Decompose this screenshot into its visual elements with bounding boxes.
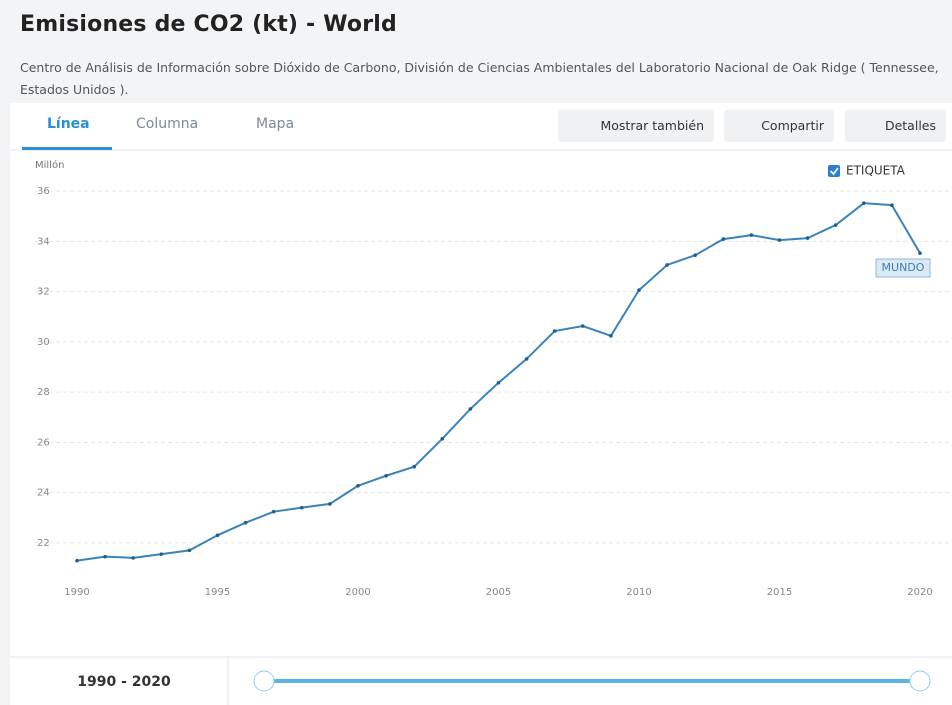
- slider-handle[interactable]: [909, 670, 931, 692]
- point: [300, 505, 304, 510]
- x-tick-label: 2020: [907, 587, 932, 598]
- y-tick-label: 34: [37, 236, 50, 247]
- point: [890, 203, 894, 207]
- point: [918, 251, 922, 255]
- point: [777, 238, 782, 242]
- y-axis-label: Millón: [35, 159, 64, 171]
- series-label: MUNDO: [882, 261, 925, 274]
- button[interactable]: Detalles: [845, 110, 946, 142]
- point: [862, 201, 866, 205]
- y-tick-label: 26: [37, 437, 50, 448]
- point: [496, 381, 501, 385]
- point: [75, 558, 79, 563]
- point: [552, 329, 557, 333]
- point: [356, 484, 360, 488]
- point: [215, 533, 220, 538]
- y-tick-label: 24: [37, 488, 50, 499]
- point: [637, 288, 641, 292]
- check: [829, 167, 839, 176]
- button[interactable]: Compartir: [724, 110, 834, 142]
- tab[interactable]: Mapa: [256, 116, 295, 132]
- x-tick-label: 2000: [345, 587, 370, 598]
- y-tick-label: 32: [37, 287, 50, 298]
- point: [440, 437, 445, 441]
- x-tick-label: 2005: [486, 587, 511, 598]
- checkbox[interactable]: [828, 165, 840, 177]
- card: [10, 103, 952, 705]
- point: [833, 223, 838, 227]
- x-tick-label: 2010: [626, 587, 651, 598]
- y-tick-label: 22: [37, 538, 50, 549]
- point: [609, 334, 613, 338]
- slider-handle[interactable]: [253, 670, 275, 692]
- point: [187, 548, 192, 553]
- tab-underline: [22, 147, 112, 150]
- point: [103, 554, 107, 559]
- y-tick-label: 28: [37, 387, 50, 398]
- button[interactable]: Mostrar también: [558, 110, 714, 142]
- point: [581, 324, 585, 328]
- label-toggle[interactable]: ETIQUETA: [846, 164, 906, 178]
- point: [131, 556, 135, 560]
- subtitle: Centro de Análisis de Información sobre …: [20, 60, 939, 97]
- series-label-box: [875, 258, 931, 278]
- y-tick-label: 36: [37, 186, 50, 197]
- point: [524, 357, 529, 361]
- x-tick-label: 2015: [767, 587, 792, 598]
- point: [693, 253, 697, 257]
- point: [665, 263, 669, 267]
- point: [412, 464, 417, 469]
- y-tick-label: 30: [37, 337, 50, 348]
- point: [468, 407, 473, 411]
- x-tick-label: 1995: [205, 587, 230, 598]
- point: [721, 237, 726, 241]
- point: [749, 233, 754, 237]
- page-title: Emisiones de CO2 (kt) - World: [20, 12, 397, 37]
- point: [384, 473, 388, 478]
- point: [271, 509, 276, 514]
- range-label: 1990 - 2020: [77, 674, 171, 690]
- point: [328, 502, 332, 506]
- point: [243, 520, 248, 525]
- tab[interactable]: Línea: [47, 116, 90, 132]
- x-tick-label: 1990: [64, 587, 89, 598]
- point: [159, 552, 164, 556]
- tab[interactable]: Columna: [136, 116, 199, 132]
- point: [805, 236, 810, 240]
